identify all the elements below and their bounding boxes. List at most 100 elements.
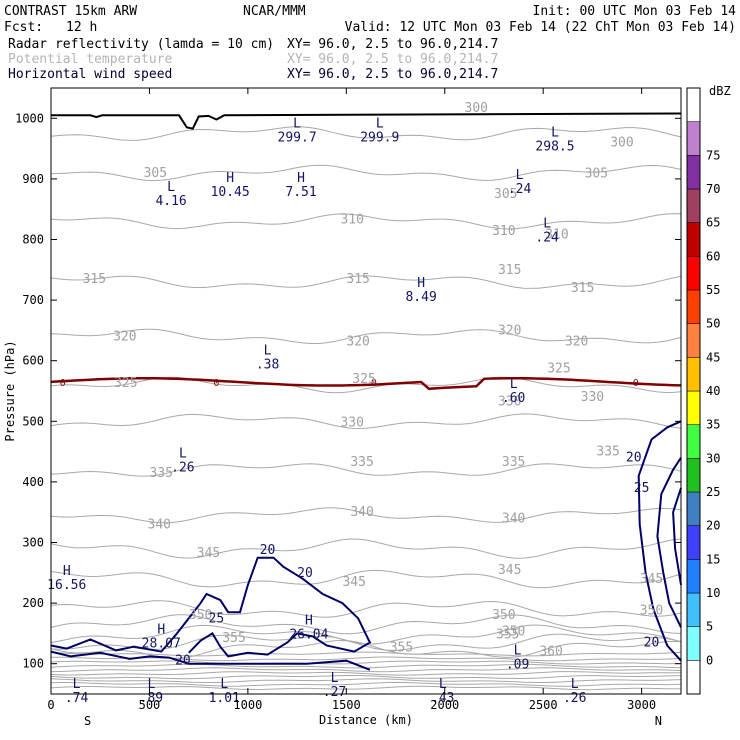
- colorbar-swatch: [686, 222, 701, 257]
- theta-contour: [50, 569, 682, 589]
- extremum-type: H: [305, 613, 313, 628]
- extremum-value: 28.07: [142, 636, 181, 651]
- terrain-line: [51, 112, 682, 130]
- theta-label: 320: [346, 334, 369, 349]
- theta-label: 330: [581, 390, 604, 405]
- theta-contour: [50, 671, 682, 676]
- wind-label: 25: [209, 611, 225, 626]
- extremum-type: L: [331, 671, 339, 686]
- freezing-level-label: 0: [60, 378, 66, 389]
- extremum-type: L: [73, 677, 81, 692]
- theta-contour: [50, 685, 682, 691]
- theta-contour: [50, 164, 682, 182]
- colorbar-level-label: 35: [706, 418, 720, 432]
- theta-label: 350: [502, 625, 525, 640]
- theta-label: 300: [465, 101, 488, 116]
- wind-contour: [50, 650, 371, 671]
- x-axis-label: Distance (km): [319, 713, 413, 727]
- y-tick-label: 500: [22, 414, 44, 428]
- colorbar-level-label: 30: [706, 451, 720, 465]
- colorbar-level-label: 0: [706, 653, 713, 667]
- wind-contour: [637, 420, 682, 662]
- wind-label: 20: [175, 654, 191, 669]
- extremum-value: .89: [140, 691, 163, 706]
- colorbar-level-label: 65: [706, 216, 720, 230]
- valid-time: Valid: 12 UTC Mon 03 Feb 14 (22 ChT Mon …: [345, 20, 736, 35]
- field-3-xy: XY= 96.0, 2.5 to 96.0,214.7: [287, 67, 498, 82]
- extremum-value: 299.9: [360, 130, 399, 145]
- extremum-type: L: [543, 216, 551, 231]
- extremum-type: L: [516, 168, 524, 183]
- y-tick-label: 100: [22, 657, 44, 671]
- theta-contour: [50, 328, 682, 344]
- extremum-value: .27: [323, 685, 346, 700]
- theta-label: 325: [547, 362, 570, 377]
- theta-label: 345: [197, 546, 220, 561]
- extremum-value: 16.56: [47, 578, 86, 593]
- theta-label: 360: [539, 645, 562, 660]
- extremum-type: L: [376, 116, 384, 131]
- x-tick-label: 500: [139, 698, 161, 712]
- colorbar-level-label: 20: [706, 519, 720, 533]
- wind-speed-contours: [50, 420, 682, 671]
- theta-label: 320: [498, 323, 521, 338]
- theta-label: 315: [571, 281, 594, 296]
- theta-contour: [50, 213, 682, 230]
- theta-contour: [50, 413, 682, 430]
- extremum-value: .60: [502, 391, 525, 406]
- theta-label: 345: [640, 572, 663, 587]
- colorbar-swatch: [686, 626, 701, 661]
- extremum-value: 4.16: [155, 194, 186, 209]
- extremum-type: L: [510, 377, 518, 392]
- north-label: N: [655, 714, 662, 728]
- theta-contour: [50, 681, 682, 687]
- organization: NCAR/MMM: [243, 4, 306, 19]
- extremum-type: L: [167, 180, 175, 195]
- forecast-hours: 12 h: [66, 20, 97, 35]
- plot-background: [51, 88, 681, 694]
- extremum-value: 298.5: [535, 139, 574, 154]
- theta-label: 335: [350, 455, 373, 470]
- x-tick-label: 1500: [332, 698, 361, 712]
- colorbar-level-label: 10: [706, 586, 720, 600]
- colorbar-swatch: [686, 660, 701, 695]
- theta-label: 345: [498, 563, 521, 578]
- colorbar-level-label: 5: [706, 620, 713, 634]
- theta-contour: [50, 463, 682, 477]
- theta-contour: [50, 660, 682, 665]
- theta-label: 340: [350, 505, 373, 520]
- colorbar-swatch: [686, 525, 701, 560]
- colorbar-level-label: 60: [706, 249, 720, 263]
- extrema-labels: L.74L.89L1.01L.27L.43L.26L.09H28.07H26.0…: [47, 116, 586, 706]
- theta-label: 305: [585, 166, 608, 181]
- extremum-value: 8.49: [405, 290, 436, 305]
- wind-label: 20: [626, 451, 642, 466]
- theta-label: 335: [596, 445, 619, 460]
- model-title: CONTRAST 15km ARW: [4, 4, 137, 19]
- colorbar-swatch: [686, 458, 701, 493]
- colorbar-level-label: 75: [706, 148, 720, 162]
- y-tick-label: 700: [22, 293, 44, 307]
- theta-contour: [50, 633, 682, 651]
- extremum-value: 10.45: [211, 185, 250, 200]
- theta-label: 350: [189, 608, 212, 623]
- extremum-type: L: [439, 677, 447, 692]
- colorbar-swatch: [686, 559, 701, 594]
- colorbar-units: dBZ: [709, 84, 731, 98]
- extremum-type: L: [147, 677, 155, 692]
- theta-label: 340: [148, 517, 171, 532]
- theta-label: 325: [114, 376, 137, 391]
- y-axis-label: Pressure (hPa): [3, 340, 17, 441]
- theta-label: 315: [83, 272, 106, 287]
- extremum-value: .38: [256, 358, 279, 373]
- theta-label: 310: [340, 213, 363, 228]
- theta-label: 345: [342, 575, 365, 590]
- freezing-level-contour: 0 0 0 0: [50, 377, 682, 391]
- extremum-value: .24: [535, 230, 559, 245]
- plot-frame: [50, 87, 682, 695]
- wind-contour: [656, 457, 682, 628]
- colorbar-level-label: 15: [706, 552, 720, 566]
